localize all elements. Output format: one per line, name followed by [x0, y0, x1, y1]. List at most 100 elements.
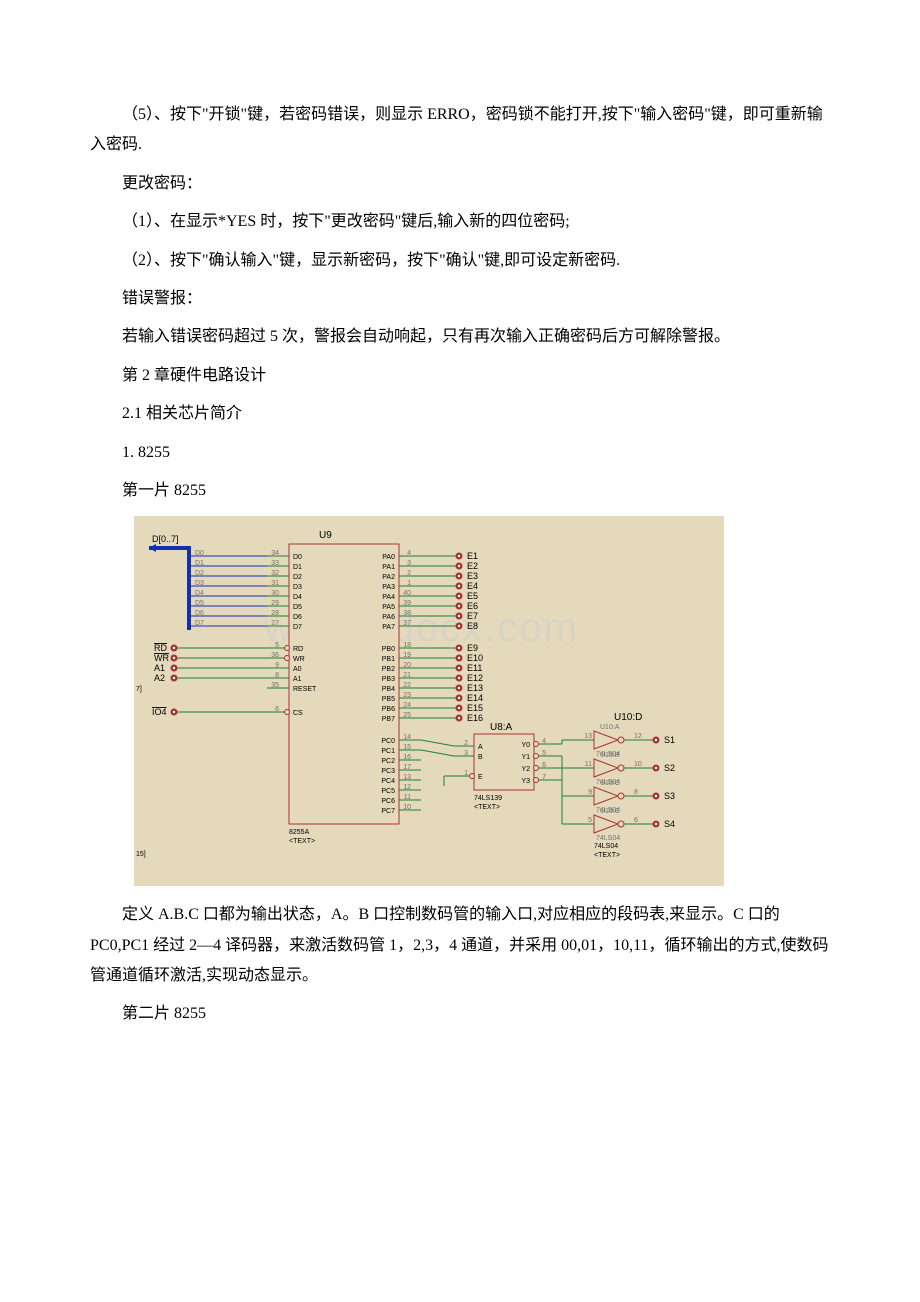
- svg-text:Y3: Y3: [521, 778, 530, 785]
- svg-text:E14: E14: [467, 693, 483, 703]
- svg-text:D0: D0: [293, 554, 302, 561]
- svg-text:9: 9: [588, 789, 592, 796]
- svg-text:2: 2: [407, 570, 411, 577]
- para-change-2: （2）、按下"确认输入"键，显示新密码，按下"确认"键,即可设定新密码.: [90, 246, 830, 276]
- svg-text:PA5: PA5: [382, 604, 395, 611]
- svg-text:22: 22: [403, 682, 411, 689]
- svg-text:E: E: [478, 774, 483, 781]
- svg-text:PB3: PB3: [382, 676, 395, 683]
- svg-text:PB0: PB0: [382, 646, 395, 653]
- svg-text:28: 28: [271, 610, 279, 617]
- para-second-8255: 第二片 8255: [90, 999, 830, 1029]
- para-8255-h: 1. 8255: [90, 438, 830, 468]
- svg-text:RD: RD: [154, 643, 167, 653]
- svg-text:15: 15: [403, 744, 411, 751]
- svg-text:E6: E6: [467, 601, 478, 611]
- svg-text:E10: E10: [467, 653, 483, 663]
- svg-text:8: 8: [634, 789, 638, 796]
- svg-text:14: 14: [403, 734, 411, 741]
- svg-text:PA3: PA3: [382, 584, 395, 591]
- svg-text:19: 19: [403, 652, 411, 659]
- svg-text:RESET: RESET: [293, 686, 317, 693]
- svg-text:9: 9: [275, 662, 279, 669]
- svg-text:36: 36: [271, 652, 279, 659]
- svg-text:3: 3: [464, 750, 468, 757]
- svg-text:E12: E12: [467, 673, 483, 683]
- svg-text:27: 27: [271, 620, 279, 627]
- svg-text:PC4: PC4: [381, 778, 395, 785]
- svg-text:D5: D5: [195, 600, 204, 607]
- svg-text:12: 12: [634, 733, 642, 740]
- svg-text:E1: E1: [467, 551, 478, 561]
- svg-text:E11: E11: [467, 663, 482, 673]
- svg-text:PA6: PA6: [382, 614, 395, 621]
- svg-text:E2: E2: [467, 561, 478, 571]
- svg-text:74LS139: 74LS139: [474, 795, 502, 802]
- circuit-diagram: www.bdocx.com7]15]U934D033D132D231D330D4…: [134, 516, 830, 886]
- svg-text:13: 13: [403, 774, 411, 781]
- svg-text:PB7: PB7: [382, 716, 395, 723]
- svg-text:PC6: PC6: [381, 798, 395, 805]
- svg-text:PC7: PC7: [381, 808, 395, 815]
- svg-text:18: 18: [403, 642, 411, 649]
- svg-text:WR: WR: [154, 653, 169, 663]
- svg-text:B: B: [478, 754, 483, 761]
- svg-text:31: 31: [271, 580, 279, 587]
- svg-text:20: 20: [403, 662, 411, 669]
- svg-text:D2: D2: [293, 574, 302, 581]
- svg-text:E7: E7: [467, 611, 478, 621]
- svg-text:74LS04: 74LS04: [596, 835, 620, 842]
- svg-text:D2: D2: [195, 570, 204, 577]
- svg-text:PB6: PB6: [382, 706, 395, 713]
- svg-text:E3: E3: [467, 571, 478, 581]
- svg-text:3: 3: [407, 560, 411, 567]
- svg-text:PA1: PA1: [382, 564, 395, 571]
- svg-text:U8:A: U8:A: [490, 722, 513, 733]
- svg-text:PA0: PA0: [382, 554, 395, 561]
- svg-text:D3: D3: [293, 584, 302, 591]
- svg-text:6: 6: [634, 817, 638, 824]
- svg-text:CS: CS: [293, 710, 303, 717]
- svg-text:15]: 15]: [136, 851, 146, 858]
- svg-text:16: 16: [403, 754, 411, 761]
- svg-text:34: 34: [271, 550, 279, 557]
- svg-text:PA7: PA7: [382, 624, 395, 631]
- svg-text:Y2: Y2: [521, 766, 530, 773]
- svg-text:PB2: PB2: [382, 666, 395, 673]
- para-change-title: 更改密码：: [90, 169, 830, 199]
- svg-text:U10:A: U10:A: [600, 724, 620, 731]
- svg-text:12: 12: [403, 784, 411, 791]
- svg-text:37: 37: [403, 620, 411, 627]
- svg-text:23: 23: [403, 692, 411, 699]
- svg-text:17: 17: [403, 764, 411, 771]
- svg-text:WR: WR: [293, 656, 305, 663]
- svg-text:24: 24: [403, 702, 411, 709]
- svg-text:40: 40: [403, 590, 411, 597]
- svg-text:<TEXT>: <TEXT>: [594, 852, 620, 859]
- svg-text:5: 5: [588, 817, 592, 824]
- svg-text:A1: A1: [154, 663, 165, 673]
- svg-text:E8: E8: [467, 621, 478, 631]
- svg-text:<TEXT>: <TEXT>: [474, 804, 500, 811]
- svg-text:D7: D7: [293, 624, 302, 631]
- svg-text:Y0: Y0: [521, 742, 530, 749]
- svg-text:PB4: PB4: [382, 686, 395, 693]
- svg-text:D6: D6: [293, 614, 302, 621]
- svg-text:6: 6: [275, 706, 279, 713]
- svg-text:U10:C: U10:C: [600, 780, 620, 787]
- svg-text:5: 5: [542, 750, 546, 757]
- svg-text:PC5: PC5: [381, 788, 395, 795]
- svg-text:S3: S3: [664, 791, 675, 801]
- svg-text:S1: S1: [664, 735, 675, 745]
- para-2-1: 2.1 相关芯片简介: [90, 399, 830, 429]
- svg-text:74LS04: 74LS04: [594, 843, 618, 850]
- svg-text:PC0: PC0: [381, 738, 395, 745]
- svg-text:1: 1: [464, 770, 468, 777]
- svg-text:IO4: IO4: [152, 707, 167, 717]
- svg-text:PC3: PC3: [381, 768, 395, 775]
- svg-text:39: 39: [403, 600, 411, 607]
- svg-text:2: 2: [464, 740, 468, 747]
- svg-text:D6: D6: [195, 610, 204, 617]
- svg-text:PA4: PA4: [382, 594, 395, 601]
- para-ch2: 第 2 章硬件电路设计: [90, 361, 830, 391]
